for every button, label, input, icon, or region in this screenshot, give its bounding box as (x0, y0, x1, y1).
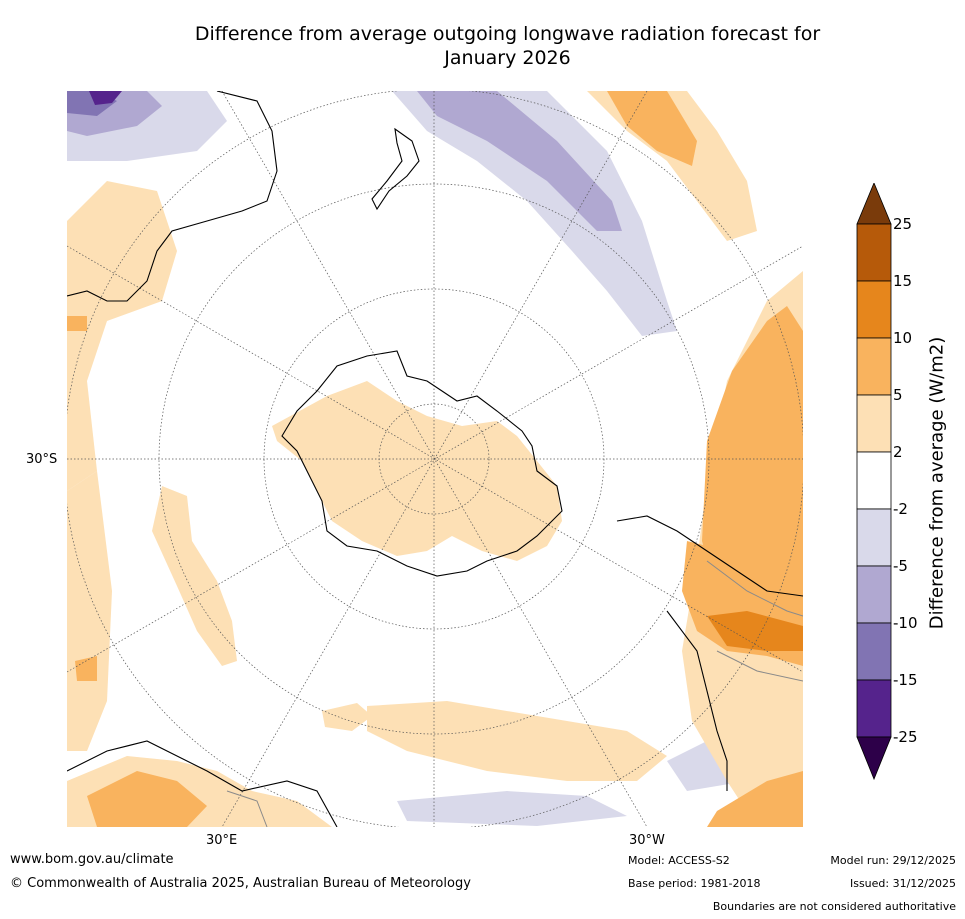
coast-new-zealand (371, 127, 420, 211)
colorbar-band-5-10 (856, 337, 892, 396)
coast-africa (67, 740, 338, 827)
pos-anomaly-west-coast (67, 181, 177, 491)
copyright-text: © Commonwealth of Australia 2025, Austra… (10, 876, 471, 891)
colorbar-band-neg-2-5 (856, 508, 892, 567)
chart-title: Difference from average outgoing longwav… (90, 22, 925, 70)
coast-antarctica (281, 350, 563, 577)
pos-anomaly-indian-island-band (152, 486, 237, 666)
country-boundaries (226, 560, 803, 827)
colorbar-tick-5: 5 (893, 386, 903, 404)
colorbar-band-neutral (856, 451, 892, 510)
colorbar-top-extension (856, 183, 892, 225)
pos-anomaly-sa-south (707, 771, 803, 827)
coast-south-america (616, 515, 803, 791)
longitude-label-30e: 30°E (206, 833, 238, 848)
issued-date: Issued: 31/12/2025 (849, 877, 956, 890)
graticule (67, 91, 803, 827)
map-panel (67, 91, 803, 827)
neg-anomaly-pacific-band (392, 91, 677, 336)
coastlines (67, 91, 803, 827)
colorbar-band-2-5 (856, 394, 892, 453)
colorbar-tick-neg-25: -25 (893, 728, 918, 746)
base-period: Base period: 1981-2018 (628, 877, 761, 890)
model-name: Model: ACCESS-S2 (628, 854, 730, 867)
pos-anomaly-west-spot (67, 316, 87, 331)
colorbar-band-neg-15-25 (856, 679, 892, 738)
pos-anomaly-south-indian-band (367, 701, 667, 781)
boundaries-disclaimer: Boundaries are not considered authoritat… (712, 900, 956, 913)
model-run-date: Model run: 29/12/2025 (830, 854, 956, 867)
colorbar-band-neg-5-10 (856, 565, 892, 624)
colorbar-tick-neg-2: -2 (893, 500, 908, 518)
colorbar-bottom-extension (856, 736, 892, 781)
colorbar-tick-25: 25 (893, 215, 913, 233)
pos-anomaly-ne-core (607, 91, 697, 166)
latitude-label-30s: 30°S (26, 452, 58, 467)
title-line-2: January 2026 (444, 47, 571, 69)
colorbar-tick-neg-10: -10 (893, 614, 918, 632)
coast-australia (67, 91, 278, 302)
neg-anomaly-south-strip (397, 791, 627, 826)
colorbar-tick-15: 15 (893, 272, 913, 290)
pos-anomaly-ne-region (587, 91, 757, 241)
pos-anomaly-antarctica (272, 381, 562, 561)
colorbar-tick-2: 2 (893, 443, 903, 461)
colorbar-band-10-15 (856, 280, 892, 339)
colorbar-band-15-25 (856, 223, 892, 282)
colorbar-tick-10: 10 (893, 329, 913, 347)
colorbar-tick-neg-15: -15 (893, 671, 918, 689)
anomaly-map (67, 91, 803, 827)
colorbar-tick-neg-5: -5 (893, 557, 908, 575)
title-line-1: Difference from average outgoing longwav… (194, 23, 821, 45)
pos-anomaly-west-spot-2 (75, 656, 97, 681)
colorbar-title: Difference from average (W/m2) (926, 336, 948, 630)
website-link[interactable]: www.bom.gov.au/climate (10, 852, 174, 867)
pos-anomaly-west-strip (67, 471, 112, 751)
longitude-label-30w: 30°W (629, 833, 665, 848)
neg-anomaly-pacific-core (417, 91, 622, 231)
neg-anomaly-nw-extreme (89, 91, 122, 105)
pos-anomaly-africa-core (87, 771, 207, 827)
pos-anomaly-south-indian-blob (322, 703, 372, 731)
pos-anomaly-sa-core (707, 611, 803, 651)
colorbar (856, 183, 892, 781)
colorbar-band-neg-10-15 (856, 622, 892, 681)
